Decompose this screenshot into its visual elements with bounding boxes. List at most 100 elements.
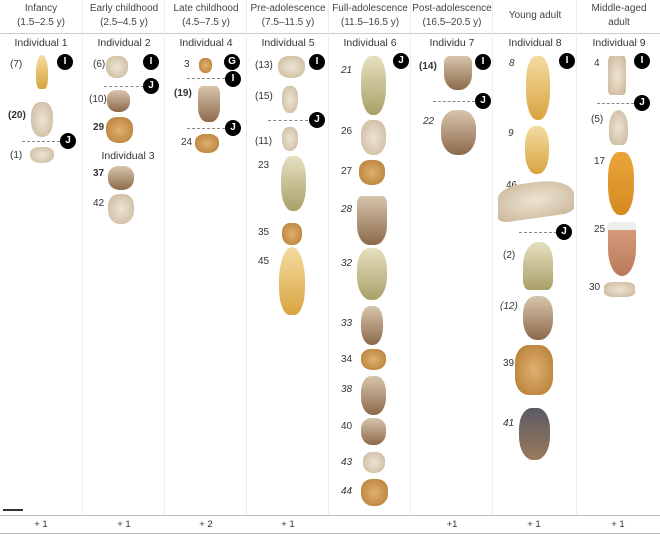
scale-bar	[3, 509, 23, 511]
tooth-image	[361, 479, 388, 506]
tooth-image	[608, 222, 636, 276]
badge-i: I	[634, 53, 650, 69]
individual-label: Individual 3	[101, 150, 155, 162]
badge-j: J	[60, 133, 76, 149]
tooth-image	[515, 345, 553, 395]
footer-bottom-line	[0, 533, 660, 534]
tooth-label: 21	[341, 65, 353, 76]
badge-i: I	[143, 54, 159, 70]
stage-range: (7.5–11.5 y)	[261, 17, 315, 28]
individual-label: Individu 7	[429, 37, 475, 49]
stage-header: Post-adolescence (16.5–20.5 y)	[412, 2, 492, 30]
tooth-image	[441, 110, 476, 155]
tooth-image	[282, 86, 298, 113]
tooth-image	[106, 117, 133, 143]
stage-header: Young adult	[509, 9, 561, 23]
column-late-childhood: Late childhood (4.5–7.5 y) Individual 4 3…	[164, 0, 247, 530]
stage-name: Early childhood	[89, 3, 159, 14]
tooth-image	[361, 349, 386, 370]
stage-name: Pre-adolescence	[250, 3, 326, 14]
dashed-divider	[597, 103, 634, 104]
tooth-label: 42	[93, 198, 105, 209]
stage-header: Middle-aged adult	[591, 2, 646, 30]
tooth-image	[278, 56, 305, 78]
individual-label: Individual 2	[97, 37, 151, 49]
tooth-image	[279, 247, 305, 315]
count-footer: + 1	[281, 519, 295, 530]
stage-name: Full-adolescence	[332, 3, 408, 14]
stage-header: Full-adolescence (11.5–16.5 y)	[332, 2, 408, 30]
tooth-label: 38	[341, 384, 353, 395]
tooth-label: (7)	[10, 59, 23, 70]
badge-j: J	[143, 78, 159, 94]
badge-j: J	[556, 224, 572, 240]
tooth-label: (20)	[8, 110, 26, 121]
tooth-image	[30, 147, 54, 163]
badge-g: G	[224, 54, 240, 70]
count-footer: + 1	[117, 519, 131, 530]
badge-i: I	[57, 54, 73, 70]
tooth-label: 32	[341, 258, 353, 269]
tooth-image	[281, 156, 306, 211]
tooth-label: 39	[503, 358, 515, 369]
tooth-label: 40	[341, 421, 353, 432]
count-footer: + 2	[199, 519, 213, 530]
tooth-label: 37	[93, 168, 105, 179]
stage-name: Post-adolescence	[412, 3, 492, 14]
stage-range: (16.5–20.5 y)	[422, 17, 482, 28]
tooth-image	[361, 418, 386, 445]
column-young-adult: Young adult Individual 8 8 I 9 46 J (2) …	[492, 0, 577, 530]
tooth-label: 34	[341, 354, 353, 365]
individual-label: Individual 4	[179, 37, 233, 49]
individual-label: Individual 8	[508, 37, 562, 49]
tooth-label: (5)	[591, 114, 604, 125]
tooth-image	[363, 452, 385, 473]
tooth-label: 35	[258, 227, 270, 238]
tooth-image	[604, 282, 635, 297]
tooth-label: (2)	[503, 250, 516, 261]
stage-range: (1.5–2.5 y)	[17, 17, 65, 28]
tooth-label: 23	[258, 160, 270, 171]
tooth-label: 3	[184, 59, 190, 70]
footer-top-line	[0, 515, 660, 516]
tooth-image	[199, 58, 212, 73]
stage-name: Middle-aged	[591, 3, 647, 14]
tooth-label: 8	[509, 58, 515, 69]
individual-label: Individual 5	[261, 37, 315, 49]
column-early-childhood: Early childhood (2.5–4.5 y) Individual 2 …	[82, 0, 165, 530]
tooth-label: 30	[589, 282, 601, 293]
tooth-label: 45	[258, 256, 270, 267]
badge-j: J	[393, 53, 409, 69]
tooth-label: 43	[341, 457, 353, 468]
tooth-image	[609, 110, 628, 145]
tooth-image	[282, 127, 298, 151]
stage-range: (4.5–7.5 y)	[182, 17, 230, 28]
stage-name: Infancy	[24, 3, 58, 14]
tooth-label: (10)	[89, 94, 107, 105]
tooth-image	[195, 134, 219, 153]
column-pre-adolescence: Pre-adolescence (7.5–11.5 y) Individual 5…	[246, 0, 329, 530]
tooth-image	[106, 56, 128, 78]
tooth-image	[108, 166, 134, 190]
column-middle-aged-adult: Middle-aged adult Individual 9 4 I J (5) …	[576, 0, 660, 530]
stage-name: Late childhood	[173, 3, 239, 14]
tooth-image	[108, 194, 134, 224]
column-post-adolescence: Post-adolescence (16.5–20.5 y) Individu 7…	[410, 0, 493, 530]
tooth-label: 28	[341, 204, 353, 215]
tooth-label: 44	[341, 486, 353, 497]
tooth-label: (15)	[255, 91, 273, 102]
count-footer: + 1	[34, 519, 48, 530]
tooth-image	[523, 296, 553, 340]
dashed-divider	[187, 78, 225, 79]
tooth-image	[361, 56, 386, 115]
stage-range: adult	[608, 17, 630, 28]
tooth-image	[444, 56, 472, 90]
count-footer: + 1	[611, 519, 625, 530]
tooth-image	[36, 55, 48, 89]
tooth-label: 33	[341, 318, 353, 329]
tooth-label: 4	[594, 58, 600, 69]
individual-label: Individual 6	[343, 37, 397, 49]
tooth-image	[282, 223, 302, 245]
dashed-divider	[104, 86, 144, 87]
